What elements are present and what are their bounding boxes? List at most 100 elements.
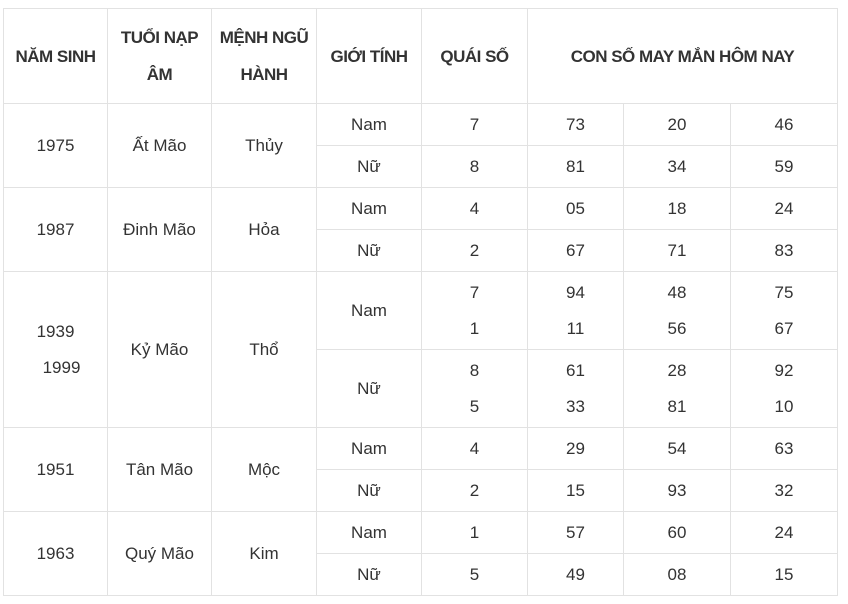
cell-value: 08 xyxy=(667,564,687,584)
year-cell: 1963 xyxy=(3,511,108,596)
header-con-so-may-man: CON SỐ MAY MẮN HÔM NAY xyxy=(527,8,838,104)
cell-value: 5 xyxy=(469,564,480,584)
lucky-number-cell: 24 xyxy=(730,187,838,230)
lucky-number-cell: 94 11 xyxy=(527,271,624,350)
year-cell: 1975 xyxy=(3,103,108,188)
lucky-number-cell: 05 xyxy=(527,187,624,230)
cell-value: Nữ xyxy=(357,378,381,398)
cell-value: 1 xyxy=(469,318,480,338)
cell-value: 2 xyxy=(469,480,480,500)
lucky-number-cell: 20 xyxy=(623,103,731,146)
lucky-number-cell: 24 xyxy=(730,511,838,554)
year-cell: 1951 xyxy=(3,427,108,512)
header-menh-ngu-hanh: MỆNH NGŨ HÀNH xyxy=(211,8,317,104)
cell-value: 54 xyxy=(667,438,687,458)
cell-value: 28 xyxy=(667,360,687,380)
cell-value: 71 xyxy=(667,240,687,260)
table-row: 1975 Ất Mão Thủy Nam 7 73 20 46 xyxy=(3,103,838,188)
cell-value: Nữ xyxy=(357,156,381,176)
cell-value: 15 xyxy=(566,480,585,500)
table-row: Nữ 8 81 34 59 xyxy=(4,145,838,188)
cell-value: 67 xyxy=(566,240,585,260)
quai-so-cell: 4 xyxy=(421,187,528,230)
quai-so-cell: 8 xyxy=(421,145,528,188)
lucky-numbers-table: NĂM SINH TUỔI NẠP ÂM MỆNH NGŨ HÀNH GIỚI … xyxy=(3,8,838,596)
cell-value: Nam xyxy=(351,522,387,542)
cell-value: Nam xyxy=(351,114,387,134)
year-cell: 1939 1999 xyxy=(3,271,108,428)
cell-value: 63 xyxy=(774,438,794,458)
nap-am-cell: Kỷ Mão xyxy=(107,271,212,428)
table-body: 1975 Ất Mão Thủy Nam 7 73 20 46 Nữ 8 81 34 59 1987 Đin… xyxy=(3,103,838,596)
cell-value: 33 xyxy=(566,396,585,416)
quai-so-cell: 2 xyxy=(421,469,528,512)
table-row: 1987 Đinh Mão Hỏa Nam 4 05 18 24 xyxy=(3,187,838,272)
menh-cell: Thổ xyxy=(211,271,317,428)
lucky-number-cell: 92 10 xyxy=(730,349,838,428)
lucky-number-cell: 18 xyxy=(623,187,731,230)
cell-value: 59 xyxy=(774,156,794,176)
cell-value: 1987 xyxy=(36,219,75,239)
cell-value: 60 xyxy=(667,522,687,542)
lucky-number-cell: 59 xyxy=(730,145,838,188)
cell-value: Quý Mão xyxy=(125,543,194,563)
gender-cell: Nam xyxy=(316,427,422,470)
gender-cell: Nam xyxy=(316,271,422,350)
cell-value: 56 xyxy=(667,318,687,338)
cell-value: 1975 xyxy=(36,135,75,155)
header-gioi-tinh: GIỚI TÍNH xyxy=(316,8,422,104)
lucky-number-cell: 54 xyxy=(623,427,731,470)
cell-value: Ất Mão xyxy=(132,135,187,155)
cell-value: 1951 xyxy=(36,459,75,479)
cell-value: Thủy xyxy=(245,135,283,155)
cell-value: 05 xyxy=(566,198,585,218)
year-cell: 1987 xyxy=(3,187,108,272)
cell-value: 61 xyxy=(566,360,585,380)
cell-value: 2 xyxy=(469,240,480,260)
nap-am-cell: Tân Mão xyxy=(107,427,212,512)
lucky-number-cell: 83 xyxy=(730,229,838,272)
cell-value: 34 xyxy=(667,156,687,176)
table-row: Nữ 8 5 61 33 28 81 92 10 xyxy=(4,349,838,428)
cell-value: 11 xyxy=(566,318,585,338)
lucky-number-cell: 67 xyxy=(527,229,624,272)
nap-am-cell: Ất Mão xyxy=(107,103,212,188)
cell-value: 81 xyxy=(566,156,585,176)
cell-value: 48 xyxy=(667,282,687,302)
header-quai-so: QUÁI SỐ xyxy=(421,8,528,104)
gender-cell: Nam xyxy=(316,187,422,230)
cell-value: Nữ xyxy=(357,240,381,260)
lucky-number-cell: 08 xyxy=(623,553,731,596)
lucky-number-cell: 93 xyxy=(623,469,731,512)
nap-am-cell: Đinh Mão xyxy=(107,187,212,272)
cell-value: 92 xyxy=(774,360,794,380)
lucky-number-cell: 15 xyxy=(527,469,624,512)
cell-value: 7 xyxy=(469,114,480,134)
cell-value: 83 xyxy=(774,240,794,260)
gender-cell: Nữ xyxy=(316,469,422,512)
table-row: 1951 Tân Mão Mộc Nam 4 29 54 63 xyxy=(3,427,838,512)
cell-value: 15 xyxy=(774,564,794,584)
nap-am-cell: Quý Mão xyxy=(107,511,212,596)
cell-value: 8 xyxy=(469,360,480,380)
quai-so-cell: 7 xyxy=(421,103,528,146)
cell-value: 4 xyxy=(469,438,480,458)
menh-cell: Kim xyxy=(211,511,317,596)
table-row: Nữ 2 67 71 83 xyxy=(4,229,838,272)
cell-value: 20 xyxy=(667,114,687,134)
cell-value: 8 xyxy=(469,156,480,176)
menh-cell: Hỏa xyxy=(211,187,317,272)
menh-cell: Mộc xyxy=(211,427,317,512)
gender-cell: Nam xyxy=(316,511,422,554)
cell-value: Nam xyxy=(351,300,387,320)
gender-cell: Nữ xyxy=(316,349,422,428)
lucky-number-cell: 29 xyxy=(527,427,624,470)
cell-value: Kỷ Mão xyxy=(130,339,189,359)
lucky-number-cell: 46 xyxy=(730,103,838,146)
lucky-number-cell: 57 xyxy=(527,511,624,554)
quai-so-cell: 2 xyxy=(421,229,528,272)
lucky-number-cell: 48 56 xyxy=(623,271,731,350)
cell-value: 1999 xyxy=(42,357,81,377)
cell-value: 1 xyxy=(469,522,480,542)
